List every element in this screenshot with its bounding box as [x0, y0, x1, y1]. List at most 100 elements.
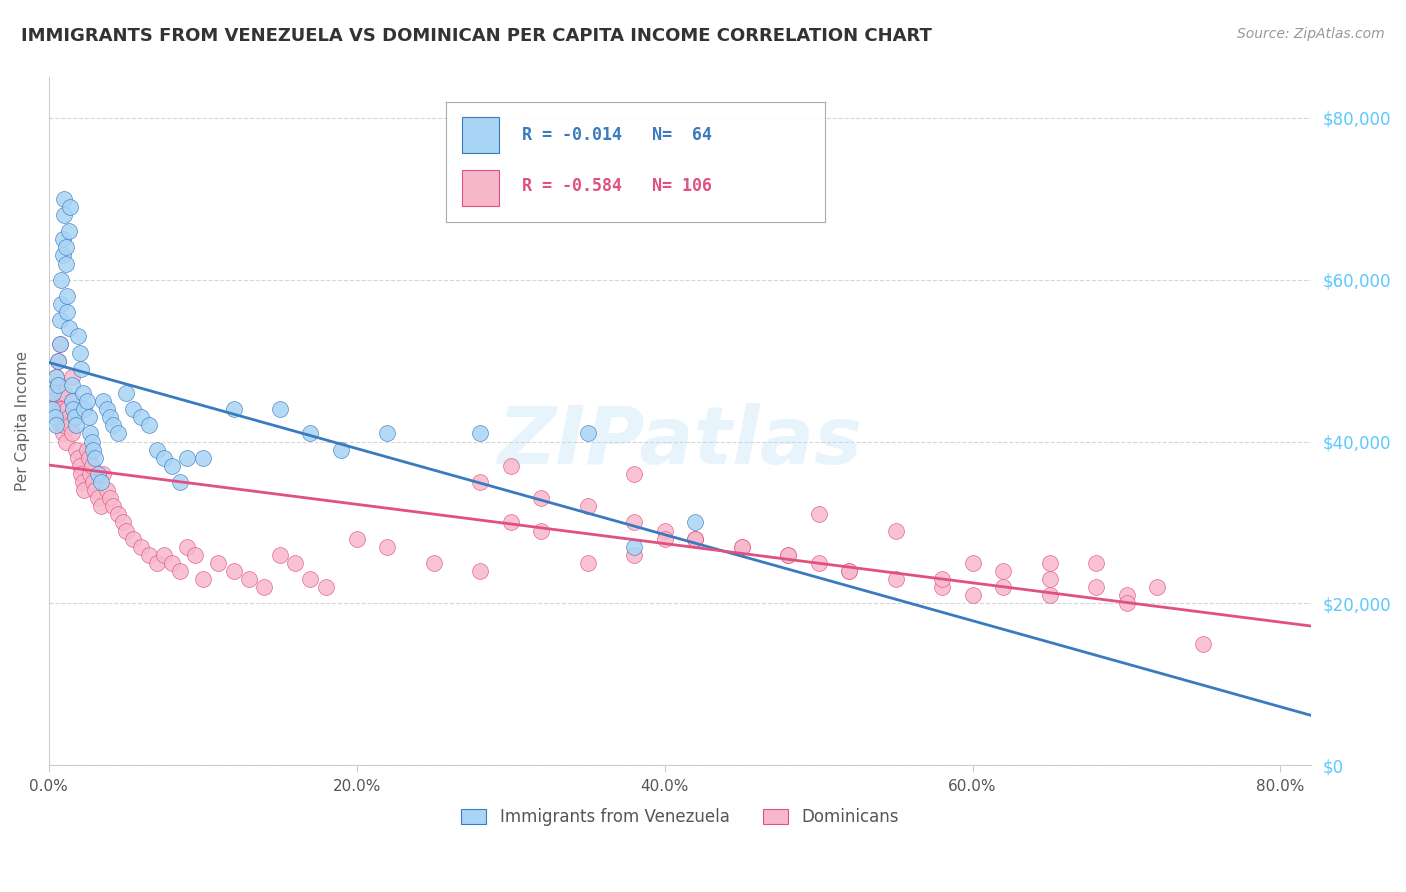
Point [576, 426, 599, 441]
Point [114, 386, 136, 401]
Point [90, 500, 112, 514]
Point [530, 524, 553, 538]
Point [114, 524, 136, 538]
Point [685, 516, 707, 530]
Point [191, 572, 214, 586]
Point [46, 353, 69, 368]
Point [98, 491, 121, 505]
Point [807, 556, 830, 570]
Point [59, 200, 82, 214]
Point [269, 402, 291, 417]
Point [42, 386, 65, 401]
Point [654, 524, 676, 538]
Point [45, 410, 67, 425]
Point [238, 572, 260, 586]
Point [60, 378, 83, 392]
Point [91, 394, 114, 409]
Point [49, 402, 72, 417]
Point [884, 572, 907, 586]
Point [82, 442, 104, 457]
Point [931, 580, 953, 594]
Point [576, 556, 599, 570]
Point [207, 556, 229, 570]
Point [98, 410, 121, 425]
Point [46, 353, 69, 368]
Point [346, 532, 368, 546]
Point [73, 402, 96, 417]
Point [45, 369, 67, 384]
Point [153, 450, 176, 465]
Point [330, 442, 353, 457]
Point [44, 402, 66, 417]
Point [1192, 637, 1215, 651]
Point [62, 394, 84, 409]
Point [623, 516, 645, 530]
Point [77, 450, 100, 465]
Point [623, 540, 645, 554]
Point [138, 418, 160, 433]
Legend: Immigrants from Venezuela, Dominicans: Immigrants from Venezuela, Dominicans [454, 801, 905, 832]
Point [49, 273, 72, 287]
Point [122, 402, 145, 417]
Point [807, 508, 830, 522]
Point [576, 500, 599, 514]
Point [45, 369, 67, 384]
Point [66, 329, 89, 343]
Point [993, 580, 1015, 594]
Point [468, 426, 491, 441]
Point [107, 426, 129, 441]
Point [499, 458, 522, 473]
Point [87, 491, 110, 505]
Point [962, 556, 984, 570]
Point [65, 418, 87, 433]
Point [111, 516, 134, 530]
Point [730, 540, 752, 554]
Point [685, 532, 707, 546]
Point [993, 564, 1015, 578]
Point [56, 402, 79, 417]
Point [96, 483, 118, 497]
Point [160, 458, 183, 473]
Point [55, 434, 77, 449]
Point [42, 394, 65, 409]
Point [169, 475, 191, 489]
Point [72, 475, 94, 489]
Point [66, 450, 89, 465]
Text: IMMIGRANTS FROM VENEZUELA VS DOMINICAN PER CAPITA INCOME CORRELATION CHART: IMMIGRANTS FROM VENEZUELA VS DOMINICAN P… [21, 27, 932, 45]
Point [253, 580, 276, 594]
Point [122, 532, 145, 546]
Point [76, 394, 98, 409]
Point [1038, 588, 1060, 602]
Point [48, 313, 70, 327]
Point [52, 410, 75, 425]
Point [1146, 580, 1168, 594]
Point [46, 378, 69, 392]
Point [58, 321, 80, 335]
Point [76, 442, 98, 457]
Point [468, 564, 491, 578]
Point [87, 467, 110, 481]
Text: ZIPatlas: ZIPatlas [498, 403, 862, 481]
Point [46, 378, 69, 392]
Point [103, 418, 125, 433]
Point [70, 467, 93, 481]
Y-axis label: Per Capita Income: Per Capita Income [15, 351, 30, 491]
Text: Source: ZipAtlas.com: Source: ZipAtlas.com [1237, 27, 1385, 41]
Point [63, 410, 86, 425]
Point [77, 410, 100, 425]
Point [685, 532, 707, 546]
Point [1038, 572, 1060, 586]
Point [48, 337, 70, 351]
Point [884, 524, 907, 538]
Point [138, 548, 160, 562]
Point [58, 224, 80, 238]
Point [1115, 588, 1137, 602]
Point [377, 540, 399, 554]
Point [499, 516, 522, 530]
Point [284, 556, 307, 570]
Point [84, 450, 107, 465]
Point [69, 458, 91, 473]
Point [80, 458, 103, 473]
Point [72, 386, 94, 401]
Point [685, 532, 707, 546]
